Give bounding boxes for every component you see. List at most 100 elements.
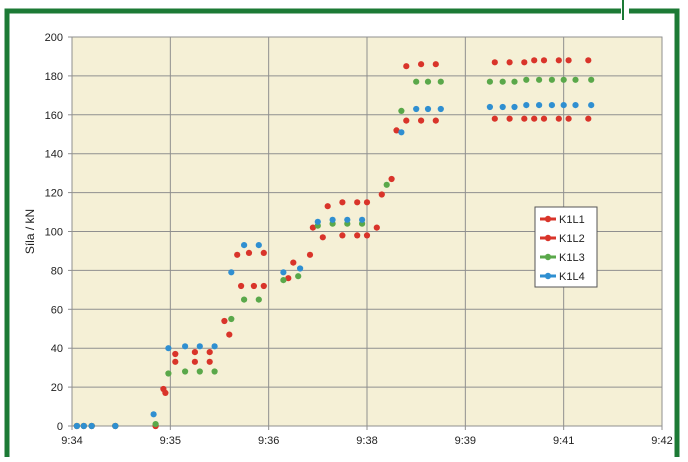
- series-k1l4: [73, 102, 595, 430]
- data-point: [393, 127, 400, 134]
- data-point: [182, 343, 189, 350]
- data-point: [250, 282, 257, 290]
- y-tick-label: 60: [51, 304, 63, 316]
- data-point: [565, 57, 572, 64]
- y-tick-label: 20: [51, 382, 63, 394]
- data-point: [491, 115, 498, 122]
- data-point: [536, 76, 543, 83]
- data-point: [324, 203, 331, 210]
- y-tick-label: 160: [45, 110, 63, 122]
- data-point: [295, 273, 302, 280]
- data-point: [344, 216, 351, 223]
- legend-swatch-marker: [544, 215, 552, 223]
- data-point: [241, 296, 248, 303]
- legend-swatch-marker: [544, 272, 552, 280]
- data-point: [280, 277, 287, 284]
- y-tick-label: 80: [51, 265, 63, 277]
- data-point: [432, 117, 439, 124]
- data-point: [165, 370, 172, 377]
- data-point: [226, 331, 233, 338]
- x-tick-label: 9:42: [651, 435, 672, 447]
- data-point: [285, 275, 292, 282]
- x-tick-label: 9:36: [258, 435, 279, 447]
- data-point: [506, 59, 513, 66]
- data-point: [160, 385, 167, 393]
- data-point: [329, 216, 336, 223]
- data-point: [403, 117, 410, 124]
- data-point: [228, 315, 235, 323]
- data-point: [536, 102, 543, 109]
- data-point: [511, 103, 518, 111]
- y-tick-label: 120: [45, 188, 63, 200]
- data-point: [523, 76, 530, 83]
- data-point: [172, 358, 179, 365]
- data-point: [339, 232, 346, 239]
- data-point: [196, 368, 203, 375]
- data-point: [73, 422, 80, 430]
- legend-swatch-marker: [544, 253, 552, 261]
- data-point: [363, 232, 371, 239]
- y-tick-label: 200: [45, 32, 63, 44]
- data-point: [206, 358, 213, 365]
- data-point: [506, 115, 513, 122]
- data-point: [398, 107, 405, 114]
- data-point: [432, 61, 439, 68]
- legend-swatch-marker: [544, 234, 552, 242]
- data-point: [228, 269, 235, 276]
- data-point: [418, 117, 425, 124]
- data-point: [398, 129, 405, 136]
- data-point: [211, 343, 218, 350]
- data-point: [309, 224, 316, 231]
- data-point: [511, 78, 518, 85]
- legend: K1L1 K1L2 K1L3 K1L4: [534, 206, 598, 288]
- data-point: [523, 102, 530, 109]
- data-point: [540, 115, 548, 122]
- data-point: [588, 102, 595, 109]
- data-point: [572, 102, 579, 109]
- data-point: [255, 296, 262, 303]
- data-point: [354, 199, 361, 206]
- data-point: [555, 57, 562, 64]
- data-point: [354, 232, 361, 239]
- data-point: [424, 105, 432, 113]
- data-point: [363, 199, 371, 206]
- data-point: [560, 102, 567, 109]
- data-point: [191, 349, 198, 356]
- data-point: [560, 76, 567, 83]
- data-point: [255, 242, 262, 249]
- data-point: [80, 422, 87, 430]
- data-point: [260, 282, 267, 290]
- data-point: [191, 358, 198, 365]
- data-point: [172, 350, 179, 358]
- data-point: [540, 57, 548, 64]
- x-tick-label: 9:41: [553, 435, 574, 447]
- data-point: [238, 282, 245, 290]
- data-point: [378, 191, 385, 198]
- y-tick-label: 180: [45, 71, 63, 83]
- y-tick-label: 40: [51, 343, 63, 355]
- data-point: [383, 181, 390, 188]
- data-point: [241, 242, 248, 249]
- data-point: [499, 78, 506, 85]
- data-point: [112, 422, 119, 430]
- data-point: [572, 76, 579, 83]
- data-point: [150, 411, 157, 418]
- data-point: [260, 249, 267, 256]
- legend-label: K1L4: [559, 271, 585, 283]
- data-point: [339, 199, 346, 206]
- data-point: [234, 251, 241, 258]
- data-point: [413, 78, 420, 85]
- data-point: [373, 224, 380, 231]
- x-tick-label: 9:35: [160, 435, 181, 447]
- data-point: [531, 115, 538, 122]
- data-point: [585, 115, 592, 122]
- data-point: [486, 103, 493, 111]
- data-point: [424, 78, 432, 85]
- y-axis-label: Síla / kN: [23, 209, 37, 254]
- data-point: [359, 216, 366, 223]
- data-point: [588, 76, 595, 83]
- data-point: [88, 422, 95, 430]
- data-point: [499, 103, 506, 111]
- data-point: [486, 78, 493, 85]
- legend-label: K1L1: [559, 214, 585, 226]
